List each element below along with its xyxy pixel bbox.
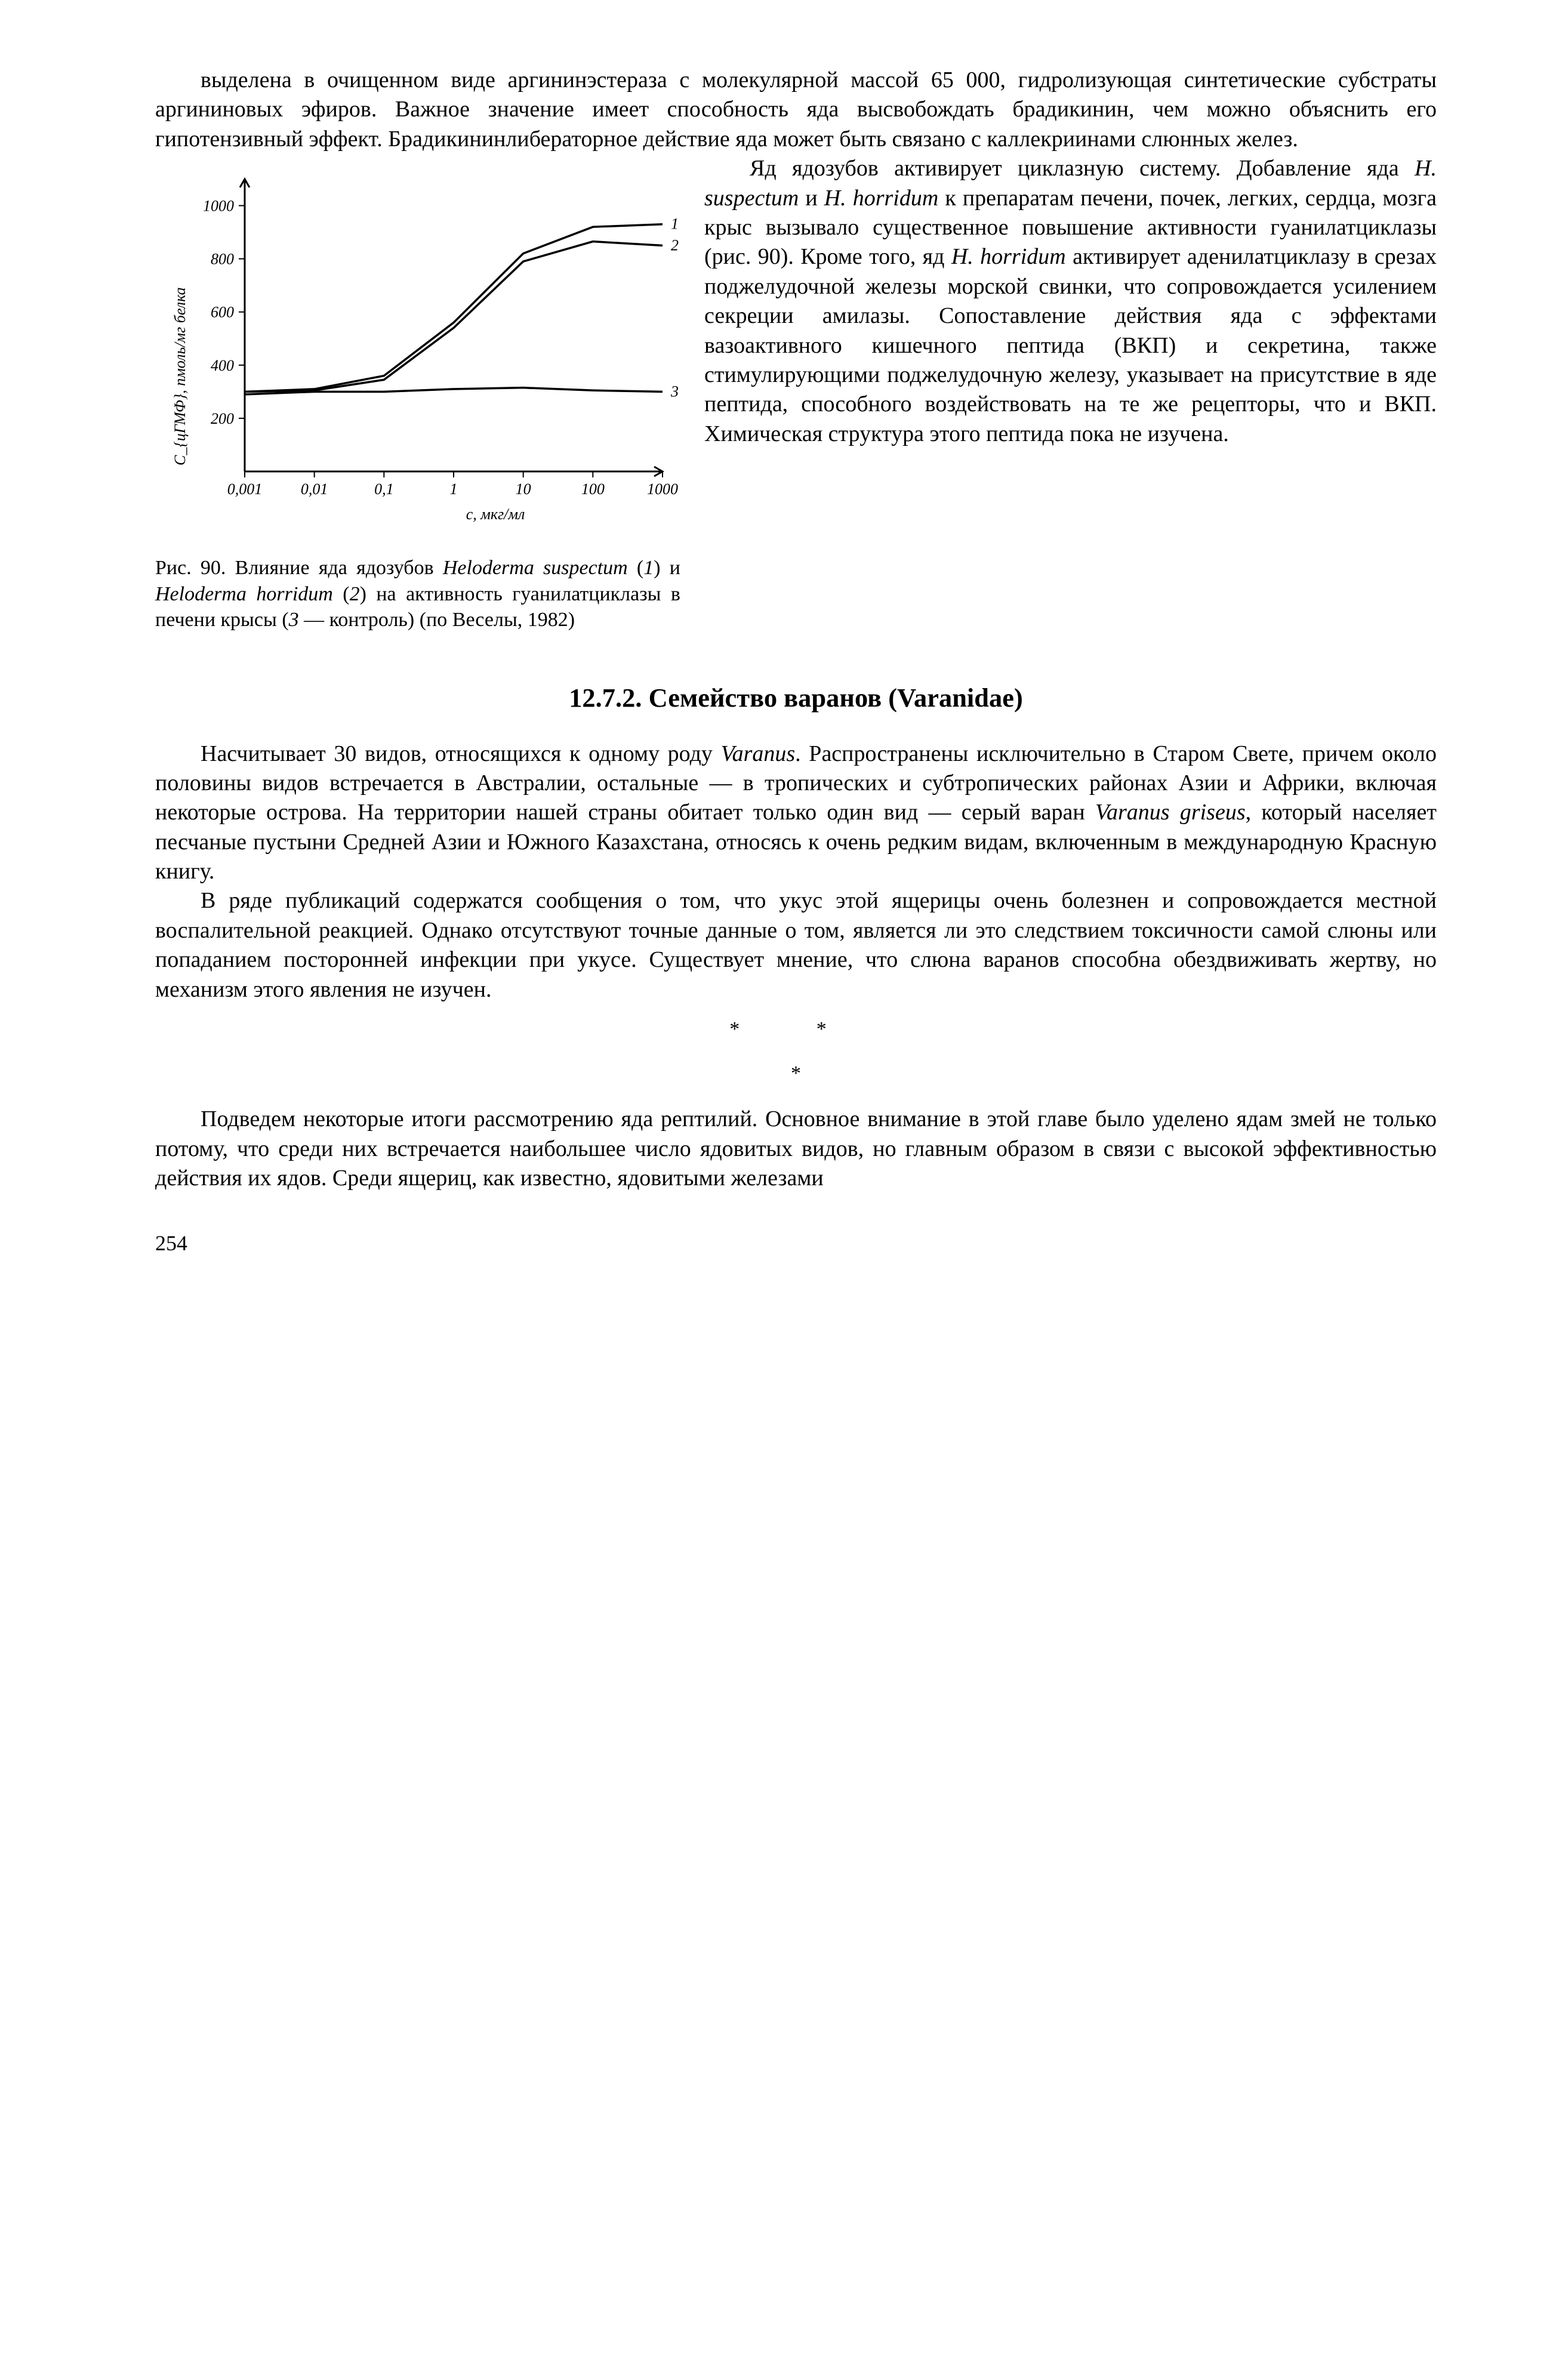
chart-line: 200 400 600 800 1000 0,001 0,01 0,1 1 10 100 1000 1 2… xyxy=(155,161,680,543)
svg-text:1: 1 xyxy=(671,215,679,233)
svg-text:3: 3 xyxy=(670,383,679,400)
svg-text:1000: 1000 xyxy=(203,198,234,215)
asterisk-separator-top: * * xyxy=(155,1016,1437,1043)
figure-90: 200 400 600 800 1000 0,001 0,01 0,1 1 10 100 1000 1 2… xyxy=(155,161,680,633)
paragraph-1: выделена в очищенном виде аргининэстераз… xyxy=(155,66,1437,154)
svg-text:0,001: 0,001 xyxy=(227,480,263,498)
section-title: 12.7.2. Семейство варанов (Varanidae) xyxy=(155,681,1437,716)
svg-text:200: 200 xyxy=(211,410,234,427)
svg-text:1: 1 xyxy=(450,480,458,498)
svg-text:0,01: 0,01 xyxy=(301,480,328,498)
svg-text:0,1: 0,1 xyxy=(374,480,394,498)
page-number: 254 xyxy=(155,1229,1437,1257)
paragraph-3: Насчитывает 30 видов, относящихся к одно… xyxy=(155,739,1437,887)
svg-text:1000: 1000 xyxy=(647,480,678,498)
svg-text:800: 800 xyxy=(211,251,234,268)
svg-text:400: 400 xyxy=(211,357,234,374)
svg-text:600: 600 xyxy=(211,304,234,321)
svg-text:2: 2 xyxy=(671,237,679,254)
asterisk-separator-bottom: * xyxy=(155,1060,1437,1087)
svg-text:С_{цГМФ}, пмоль/мг белка: С_{цГМФ}, пмоль/мг белка xyxy=(171,288,189,466)
svg-text:10: 10 xyxy=(516,480,531,498)
paragraph-5: Подведем некоторые итоги рассмотрению яд… xyxy=(155,1105,1437,1193)
svg-text:с, мкг/мл: с, мкг/мл xyxy=(466,505,525,523)
paragraph-4: В ряде публикаций содержатся сообщения о… xyxy=(155,886,1437,1004)
figure-caption: Рис. 90. Влияние яда ядозубов Heloderma … xyxy=(155,555,680,633)
svg-text:100: 100 xyxy=(581,480,605,498)
